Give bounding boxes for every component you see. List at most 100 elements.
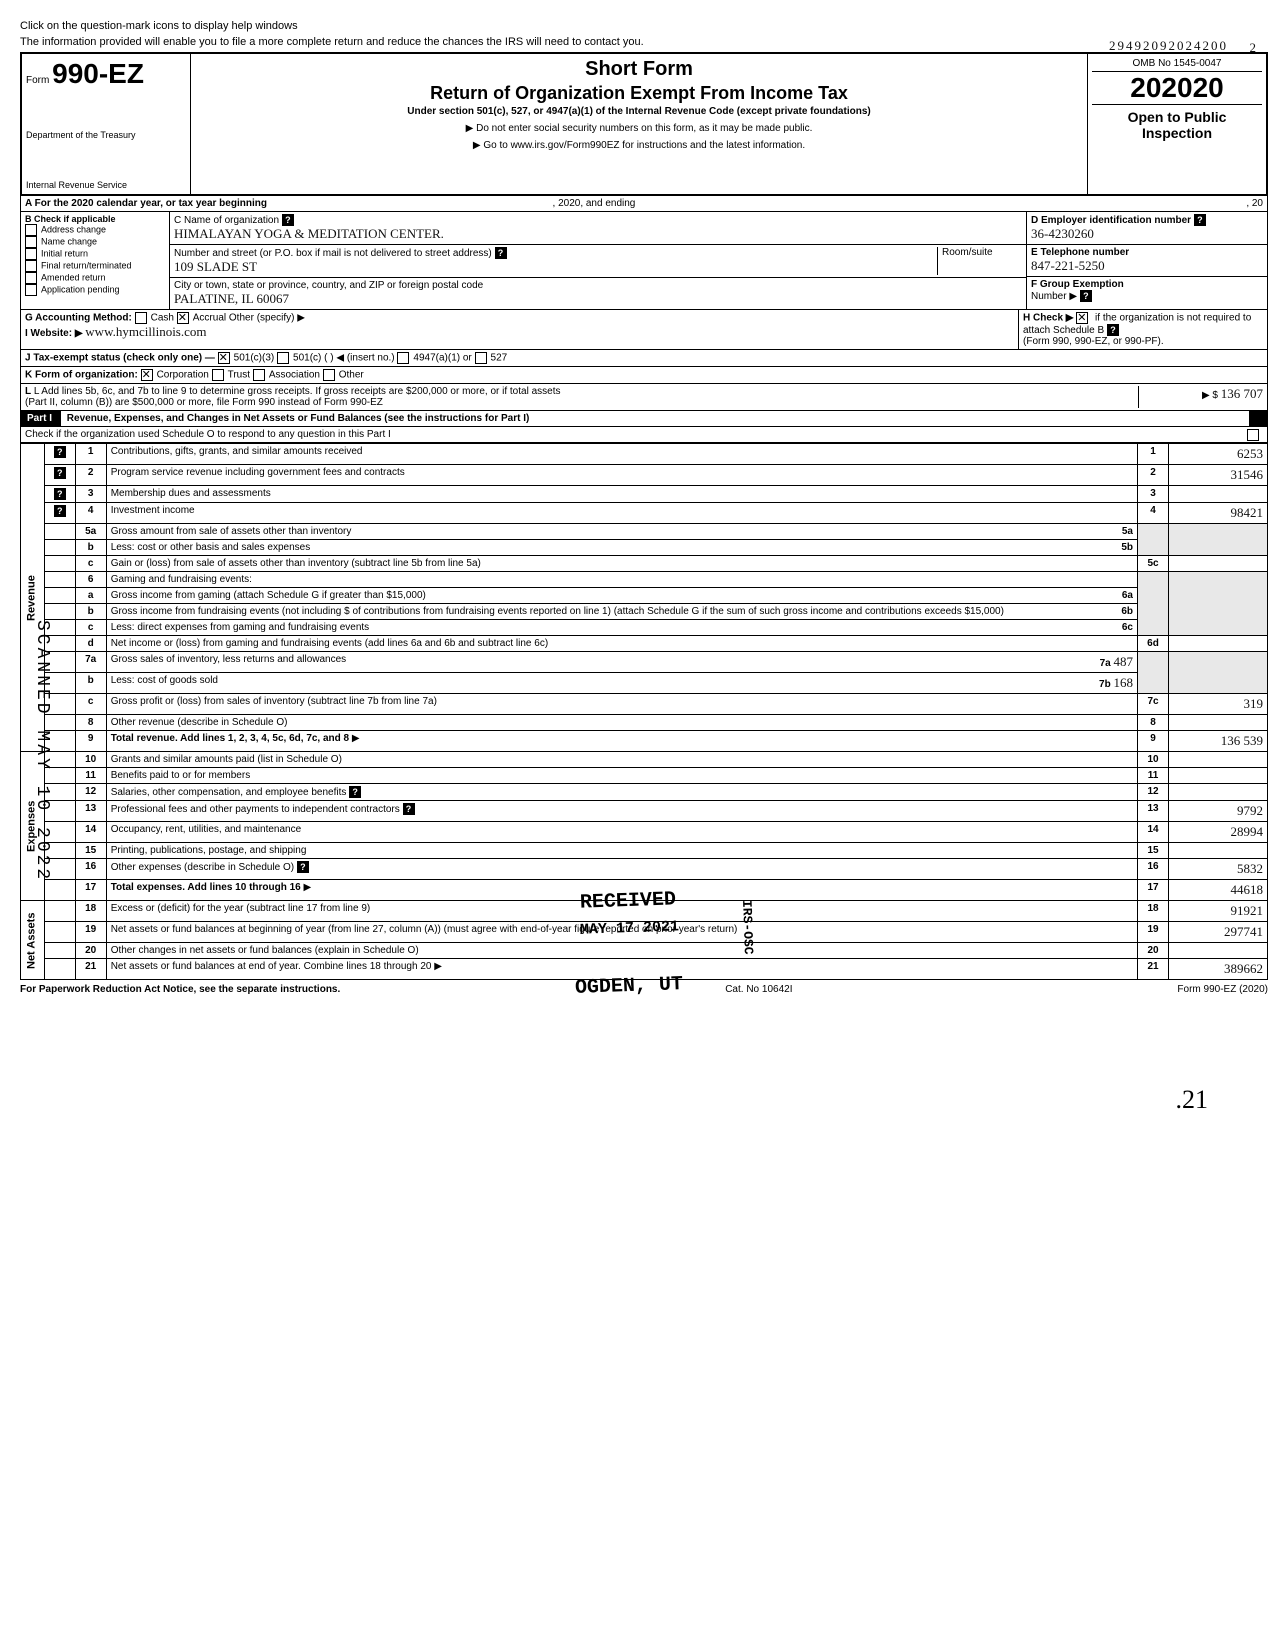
chk-assoc[interactable]: [253, 369, 265, 381]
website-value: www.hymcillinois.com: [85, 324, 206, 339]
received-place-stamp: OGDEN, UT: [575, 973, 684, 1000]
section-ghi: G Accounting Method: Cash Accrual Other …: [20, 310, 1268, 350]
row-a: A For the 2020 calendar year, or tax yea…: [20, 196, 1268, 212]
received-stamp: RECEIVED: [580, 888, 677, 914]
h-label: H Check ▶: [1023, 313, 1073, 324]
help-icon[interactable]: ?: [349, 786, 361, 798]
line2-value: 31546: [1169, 465, 1268, 486]
line12-value: [1169, 784, 1268, 801]
line7a-value: 487: [1114, 654, 1134, 669]
help-icon[interactable]: ?: [282, 214, 294, 226]
line1-value: 6253: [1169, 444, 1268, 465]
help-note-1: Click on the question-mark icons to disp…: [20, 20, 1268, 32]
line20-value: [1169, 943, 1268, 959]
line19-value: 297741: [1169, 922, 1268, 943]
title-short-form: Short Form: [199, 58, 1079, 81]
street-value: 109 SLADE ST: [174, 259, 257, 274]
chk-schedule-o[interactable]: [1247, 429, 1259, 441]
line13-value: 9792: [1169, 801, 1268, 822]
cat-no: Cat. No 10642I: [725, 984, 792, 995]
chk-address-change[interactable]: [25, 224, 37, 236]
line8-value: [1169, 715, 1268, 731]
section-bcdef: B Check if applicable Address change Nam…: [20, 212, 1268, 310]
chk-accrual[interactable]: [177, 312, 189, 324]
form-label: Form: [26, 75, 49, 86]
irs: Internal Revenue Service: [26, 180, 186, 190]
chk-527[interactable]: [475, 352, 487, 364]
chk-4947[interactable]: [397, 352, 409, 364]
chk-initial-return[interactable]: [25, 248, 37, 260]
row-l: L L Add lines 5b, 6c, and 7b to line 9 t…: [20, 384, 1268, 411]
line3-value: [1169, 486, 1268, 503]
dept: Department of the Treasury: [26, 130, 186, 140]
f-label: F Group Exemption: [1031, 279, 1124, 290]
help-icon[interactable]: ?: [54, 505, 66, 517]
scanned-stamp: SCANNED MAY 10 2022: [32, 620, 52, 882]
line7b-value: 168: [1114, 675, 1134, 690]
i-label: I Website: ▶: [25, 328, 83, 339]
chk-app-pending[interactable]: [25, 284, 37, 296]
warn-url: ▶ Go to www.irs.gov/Form990EZ for instru…: [199, 140, 1079, 151]
line21-value: 389662: [1169, 959, 1268, 980]
part1-title: Revenue, Expenses, and Changes in Net As…: [61, 411, 1249, 426]
c-street-label: Number and street (or P.O. box if mail i…: [174, 248, 492, 259]
help-icon[interactable]: ?: [1080, 290, 1092, 302]
irs-osc-stamp: IRS-OSC: [739, 900, 756, 955]
line6d-value: [1169, 636, 1268, 652]
line7c-value: 319: [1169, 694, 1268, 715]
chk-other-org[interactable]: [323, 369, 335, 381]
page-number-hand: .21: [1176, 1085, 1209, 1115]
received-date-stamp: MAY 17 2021: [580, 918, 680, 938]
help-icon[interactable]: ?: [54, 446, 66, 458]
warn-ssn: ▶ Do not enter social security numbers o…: [199, 123, 1079, 134]
help-icon[interactable]: ?: [1194, 214, 1206, 226]
room-label: Room/suite: [942, 247, 993, 258]
form-number: 990-EZ: [52, 58, 144, 89]
part1-label: Part I: [21, 411, 58, 426]
h-text2: (Form 990, 990-EZ, or 990-PF).: [1023, 336, 1164, 347]
row-k: K Form of organization: Corporation Trus…: [20, 367, 1268, 384]
chk-amended[interactable]: [25, 272, 37, 284]
help-icon[interactable]: ?: [54, 488, 66, 500]
form-ref: Form 990-EZ (2020): [1177, 984, 1268, 995]
line18-value: 91921: [1169, 901, 1268, 922]
open-public-2: Inspection: [1092, 125, 1262, 141]
org-name: HIMALAYAN YOGA & MEDITATION CENTER.: [174, 226, 444, 241]
line5c-value: [1169, 556, 1268, 572]
line9-value: 136 539: [1169, 731, 1268, 752]
help-icon[interactable]: ?: [403, 803, 415, 815]
subtitle: Under section 501(c), 527, or 4947(a)(1)…: [199, 106, 1079, 117]
phone-value: 847-221-5250: [1031, 258, 1105, 273]
f-label2: Number ▶: [1031, 291, 1077, 302]
part1-check-row: Check if the organization used Schedule …: [20, 427, 1268, 443]
line16-value: 5832: [1169, 859, 1268, 880]
chk-final-return[interactable]: [25, 260, 37, 272]
help-note-2: The information provided will enable you…: [20, 36, 1268, 48]
tax-year: 202020: [1092, 72, 1262, 104]
row-j: J Tax-exempt status (check only one) — 5…: [20, 350, 1268, 367]
chk-name-change[interactable]: [25, 236, 37, 248]
form-header: Form 990-EZ Department of the Treasury I…: [20, 52, 1268, 196]
help-icon[interactable]: ?: [1107, 324, 1119, 336]
g-label: G Accounting Method:: [25, 313, 132, 324]
ein-value: 36-4230260: [1031, 226, 1094, 241]
help-icon[interactable]: ?: [495, 247, 507, 259]
chk-schedule-b[interactable]: [1076, 312, 1088, 324]
chk-corp[interactable]: [141, 369, 153, 381]
line15-value: [1169, 843, 1268, 859]
title-return: Return of Organization Exempt From Incom…: [199, 83, 1079, 104]
help-icon[interactable]: ?: [297, 861, 309, 873]
line4-value: 98421: [1169, 503, 1268, 524]
open-public-1: Open to Public: [1092, 104, 1262, 125]
chk-trust[interactable]: [212, 369, 224, 381]
chk-501c3[interactable]: [218, 352, 230, 364]
chk-cash[interactable]: [135, 312, 147, 324]
help-icon[interactable]: ?: [54, 467, 66, 479]
line17-value: 44618: [1169, 880, 1268, 901]
d-label: D Employer identification number: [1031, 215, 1191, 226]
gross-receipts: 136 707: [1221, 386, 1263, 401]
pra-notice: For Paperwork Reduction Act Notice, see …: [20, 984, 340, 995]
part1-header-row: Part I Revenue, Expenses, and Changes in…: [20, 411, 1268, 427]
section-netassets: Net Assets: [21, 901, 45, 980]
chk-501c[interactable]: [277, 352, 289, 364]
